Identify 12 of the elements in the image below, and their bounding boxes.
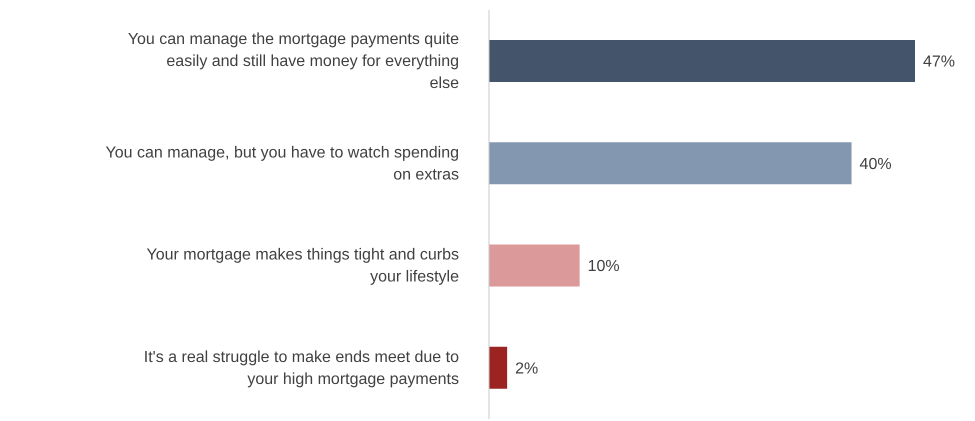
y-tick-label: You can manage the mortgage payments quite easily and still have money for everything else bbox=[128, 30, 460, 92]
bar bbox=[489, 142, 852, 184]
data-label: 47% bbox=[923, 54, 956, 71]
bar bbox=[489, 346, 508, 389]
y-tick-label: You can manage, but you have to watch spending on extras bbox=[106, 144, 459, 183]
y-tick-label: Your mortgage makes things tight and curbs your lifestyle bbox=[146, 246, 460, 286]
data-label: 2% bbox=[515, 360, 538, 378]
data-label: 10% bbox=[588, 258, 620, 276]
data-label: 40% bbox=[860, 156, 892, 173]
bar bbox=[489, 40, 915, 82]
bar bbox=[489, 244, 580, 286]
y-tick-label: It's a real struggle to make ends meet due to your high mortgage payments bbox=[144, 348, 460, 388]
